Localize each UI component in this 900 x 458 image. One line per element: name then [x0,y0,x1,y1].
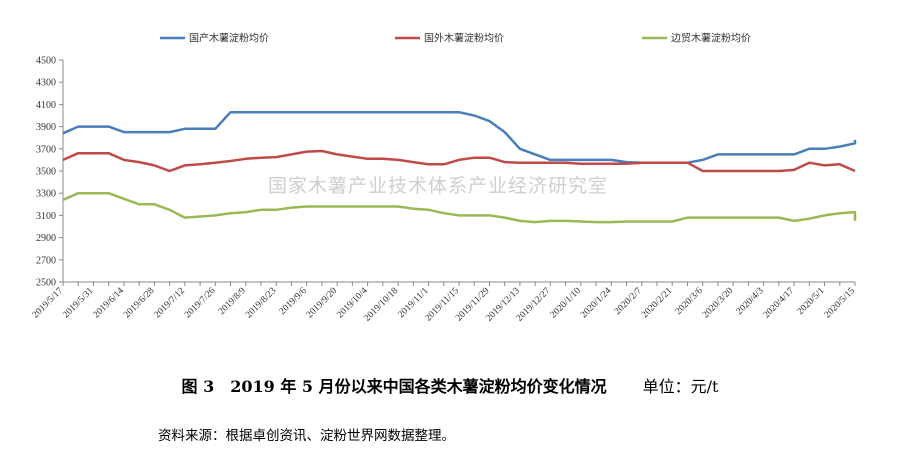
x-tick-label: 2020/3/6 [674,286,705,317]
y-tick-label: 3900 [36,122,56,133]
x-tick-label: 2019/6/14 [92,286,126,320]
x-tick-label: 2020/2/21 [640,286,674,320]
x-tick-label: 2020/4/17 [762,286,796,320]
y-tick-label: 4300 [36,78,56,89]
x-tick-label: 2019/10/18 [363,286,401,324]
legend-label-1: 国产木薯淀粉均价 [189,32,269,45]
legend-label-2: 国外木薯淀粉均价 [424,32,504,45]
x-tick-label: 2019/7/26 [183,286,217,320]
y-tick-label: 3500 [36,167,56,178]
series-line-3 [62,191,857,224]
x-tick-label: 2020/1/24 [579,286,613,320]
x-tick-label: 2020/5/15 [823,286,857,320]
y-tick-label: 2900 [36,233,56,244]
x-tick-label: 2019/8/9 [217,286,248,317]
watermark-text: 国家木薯产业技术体系产业经济研究室 [268,175,608,197]
y-tick-label: 3100 [36,211,56,222]
chart-legend: 国产木薯淀粉均价 国外木薯淀粉均价 边贸木薯淀粉均价 [160,32,751,45]
x-tick-label: 2019/12/27 [515,286,553,324]
x-tick-label: 2020/5/1 [796,286,827,317]
x-tick-label: 2019/9/20 [305,286,339,320]
x-tick-label: 2020/1/10 [549,286,583,320]
series-line-2 [62,149,856,173]
watermark-layer: 国家木薯产业技术体系产业经济研究室 [268,175,608,197]
series-layer [62,110,857,224]
figure-caption: 图 3 2019 年 5 月份以来中国各类木薯淀粉均价变化情况 单位：元/t [0,373,900,397]
y-tick-label: 3700 [36,144,56,155]
x-tick-label: 2020/3/20 [701,286,735,320]
line-chart: 国产木薯淀粉均价 国外木薯淀粉均价 边贸木薯淀粉均价 2500 2700 2900 310… [31,32,857,324]
x-tick-label: 2019/5/31 [61,286,95,320]
x-tick-label: 2019/7/12 [153,286,187,320]
caption-unit: 单位：元/t [642,377,719,396]
y-tick-label: 3300 [36,189,56,200]
x-tick-label: 2020/2/7 [613,286,644,317]
x-tick-label: 2020/4/3 [735,286,766,317]
x-tick-label: 2019/5/17 [31,286,65,320]
caption-title: 图 3 2019 年 5 月份以来中国各类木薯淀粉均价变化情况 [181,377,607,396]
x-tick-label: 2019/8/23 [244,286,278,320]
y-tick-label: 4500 [36,56,56,67]
y-tick-label: 2500 [36,278,56,289]
y-tick-label: 4100 [36,100,56,111]
data-source-note: 资料来源：根据卓创资讯、淀粉世界网数据整理。 [158,428,455,444]
x-tick-label: 2019/6/28 [122,286,156,320]
x-tick-label: 2019/9/6 [278,286,309,317]
y-tick-label: 2700 [36,255,56,266]
legend-label-3: 边贸木薯淀粉均价 [671,32,751,45]
series-line-1 [62,110,857,164]
